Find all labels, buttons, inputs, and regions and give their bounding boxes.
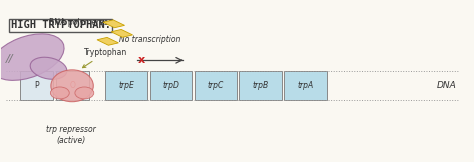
FancyBboxPatch shape: [105, 71, 147, 100]
Ellipse shape: [51, 70, 93, 102]
Text: //: //: [6, 54, 14, 64]
Text: No transcription: No transcription: [119, 35, 181, 44]
Text: P: P: [35, 81, 39, 90]
Text: Tryptophan: Tryptophan: [82, 48, 127, 68]
FancyBboxPatch shape: [55, 71, 89, 100]
FancyBboxPatch shape: [20, 71, 53, 100]
Bar: [97, 37, 118, 45]
FancyBboxPatch shape: [239, 71, 282, 100]
Text: trpB: trpB: [253, 81, 269, 90]
Ellipse shape: [0, 34, 64, 80]
Text: HIGH TRYPTOPHAN:: HIGH TRYPTOPHAN:: [11, 20, 111, 30]
Text: trpA: trpA: [297, 81, 313, 90]
Bar: [111, 29, 133, 37]
Bar: [103, 20, 125, 28]
FancyBboxPatch shape: [195, 71, 237, 100]
FancyBboxPatch shape: [284, 71, 327, 100]
Ellipse shape: [50, 87, 69, 99]
Text: RNA polymerase: RNA polymerase: [48, 18, 112, 27]
FancyBboxPatch shape: [150, 71, 192, 100]
Text: O: O: [69, 81, 75, 90]
Text: trpC: trpC: [208, 81, 224, 90]
Ellipse shape: [75, 87, 94, 99]
Text: x: x: [138, 55, 146, 65]
Text: trp repressor
(active): trp repressor (active): [46, 125, 96, 145]
Ellipse shape: [30, 57, 67, 79]
Text: trpE: trpE: [118, 81, 134, 90]
Text: trpD: trpD: [163, 81, 180, 90]
Text: DNA: DNA: [437, 81, 456, 90]
